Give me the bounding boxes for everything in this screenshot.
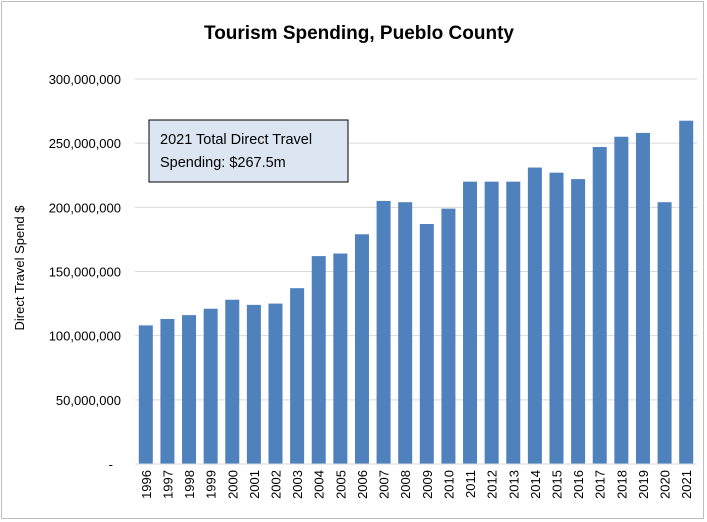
- y-tick-label: -: [109, 457, 113, 472]
- bar-1998: [182, 315, 197, 464]
- bar-2000: [225, 299, 240, 464]
- x-tick-label: 2017: [593, 470, 608, 499]
- x-tick-label: 2004: [312, 470, 327, 499]
- y-tick-label: 150,000,000: [49, 265, 121, 280]
- x-tick-label: 2014: [528, 470, 543, 499]
- x-tick-label: 1998: [182, 470, 197, 499]
- x-tick-label: 1997: [160, 470, 175, 499]
- annotation-line-2: Spending: $267.5m: [160, 155, 286, 171]
- bar-2012: [484, 181, 499, 464]
- bar-2011: [463, 181, 478, 464]
- bar-2013: [506, 181, 521, 464]
- bar-2007: [376, 200, 391, 464]
- bar-2004: [311, 256, 326, 464]
- y-axis-tick-labels: - 50,000,000 100,000,000 150,000,000 200,000…: [49, 72, 121, 472]
- x-tick-label: 2001: [247, 470, 262, 499]
- x-tick-label: 2000: [225, 470, 240, 499]
- bar-2008: [398, 202, 413, 464]
- x-tick-label: 2002: [269, 470, 284, 499]
- x-axis-tick-labels: 1996 1997 1998 1999 2000 2001 2002 2003 2004 2005…: [139, 470, 694, 499]
- x-tick-label: 1999: [204, 470, 219, 499]
- x-tick-label: 2019: [636, 470, 651, 499]
- bar-2009: [419, 224, 434, 464]
- y-tick-label: 100,000,000: [49, 329, 121, 344]
- x-tick-label: 2021: [679, 470, 694, 499]
- x-tick-label: 2009: [420, 470, 435, 499]
- annotation-box: 2021 Total Direct Travel Spending: $267.…: [148, 119, 349, 183]
- chart-title: Tourism Spending, Pueblo County: [204, 23, 514, 44]
- x-tick-label: 2015: [550, 470, 565, 499]
- bar-2016: [571, 179, 586, 464]
- x-tick-label: 2018: [614, 470, 629, 499]
- x-tick-label: 2012: [485, 470, 500, 499]
- bar-2021: [679, 120, 694, 464]
- x-tick-label: 2008: [398, 470, 413, 499]
- bar-1997: [160, 318, 175, 464]
- bar-1999: [203, 308, 218, 464]
- y-tick-label: 50,000,000: [56, 393, 121, 408]
- bar-2006: [354, 234, 369, 464]
- x-tick-label: 2020: [658, 470, 673, 499]
- y-tick-label: 250,000,000: [49, 136, 121, 151]
- x-tick-label: 2016: [571, 470, 586, 499]
- y-tick-label: 200,000,000: [49, 200, 121, 215]
- bar-2001: [246, 304, 261, 464]
- x-tick-label: 2013: [506, 470, 521, 499]
- bar-2019: [635, 132, 650, 464]
- x-tick-label: 1996: [139, 470, 154, 499]
- y-axis-title: Direct Travel Spend $: [12, 205, 27, 331]
- bar-2003: [290, 288, 305, 464]
- x-tick-label: 2011: [463, 470, 478, 498]
- bar-2014: [527, 167, 542, 465]
- bar-1996: [138, 325, 153, 464]
- x-tick-label: 2006: [355, 470, 370, 499]
- bar-2018: [614, 136, 629, 464]
- x-tick-label: 2005: [333, 470, 348, 499]
- bar-2015: [549, 172, 564, 464]
- annotation-line-1: 2021 Total Direct Travel: [160, 132, 312, 148]
- x-tick-label: 2003: [290, 470, 305, 499]
- bar-2017: [592, 147, 607, 464]
- y-tick-label: 300,000,000: [49, 72, 121, 87]
- bar-2020: [657, 202, 672, 464]
- bar-2005: [333, 253, 348, 464]
- bars: [138, 120, 694, 465]
- bar-2010: [441, 208, 456, 464]
- x-tick-label: 2007: [377, 470, 392, 499]
- x-tick-label: 2010: [441, 470, 456, 499]
- bar-2002: [268, 303, 283, 464]
